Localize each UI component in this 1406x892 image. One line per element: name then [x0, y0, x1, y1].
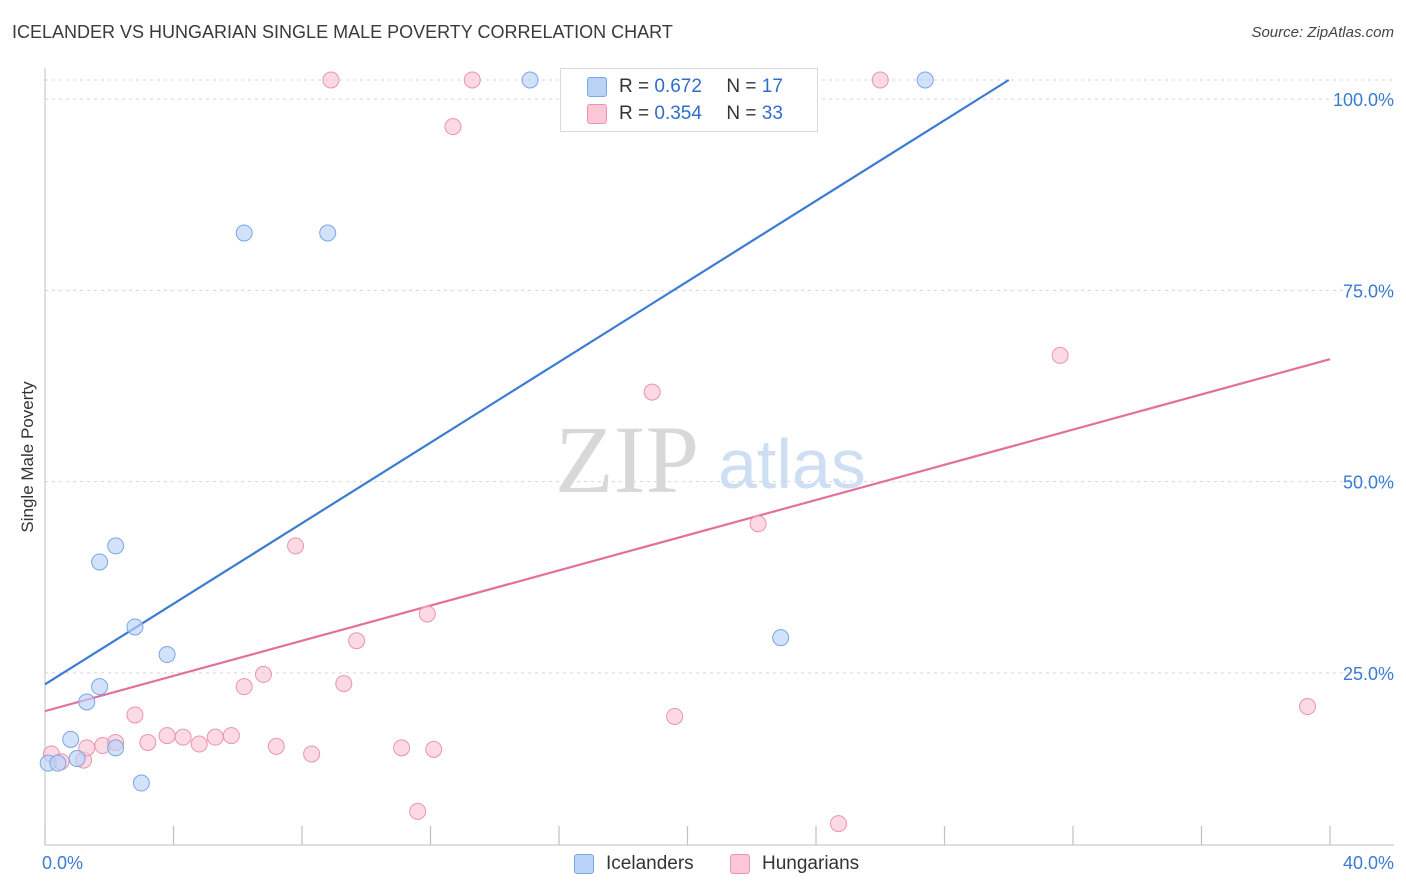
- hungarians-point: [666, 707, 684, 725]
- icelanders-point: [107, 739, 125, 757]
- icelanders-point: [772, 629, 790, 647]
- hungarians-point: [158, 727, 176, 745]
- y-tick-label: 75.0%: [1343, 281, 1394, 301]
- hungarians-point: [643, 383, 661, 401]
- legend-row-hungarians: R = 0.354 N = 33: [587, 102, 783, 126]
- icelanders-point: [521, 71, 539, 89]
- icelanders-point: [91, 553, 109, 571]
- hungarians-point: [303, 745, 321, 763]
- trend-lines: [44, 79, 1331, 713]
- bottom-legend-hungarians: Hungarians: [730, 852, 859, 876]
- bottom-legend-label-icelanders: Icelanders: [606, 853, 694, 874]
- x-tick-label: 0.0%: [42, 853, 83, 873]
- icelanders-swatch: [574, 854, 594, 874]
- hungarians-point: [871, 71, 889, 89]
- icelanders-point: [107, 537, 125, 555]
- icelanders-point: [132, 774, 150, 792]
- hungarians-point: [190, 735, 208, 753]
- bottom-legend-label-hungarians: Hungarians: [762, 853, 860, 874]
- icelanders-trend-line: [44, 79, 1010, 686]
- icelanders-point: [158, 646, 176, 664]
- icelanders-point: [78, 693, 96, 711]
- tick-labels: 25.0% 50.0% 75.0% 100.0% 0.0% 40.0%: [42, 90, 1394, 873]
- icelanders-point: [68, 750, 86, 768]
- icelanders-point: [62, 730, 80, 748]
- hungarians-point: [235, 678, 253, 696]
- data-points: [39, 71, 1317, 833]
- hungarians-point: [749, 515, 767, 533]
- chart-title: ICELANDER VS HUNGARIAN SINGLE MALE POVER…: [12, 22, 673, 42]
- watermark-zip: ZIP: [555, 406, 699, 513]
- y-tick-label: 50.0%: [1343, 473, 1394, 493]
- icelanders-point: [916, 71, 934, 89]
- icelanders-point: [235, 224, 253, 242]
- hungarians-point: [267, 737, 285, 755]
- hungarians-point: [335, 675, 353, 693]
- bottom-legend-icelanders: Icelanders: [574, 852, 694, 876]
- icelanders-point: [319, 224, 337, 242]
- hungarians-point: [1299, 698, 1317, 716]
- hungarians-point: [348, 632, 366, 650]
- x-tick-label: 40.0%: [1343, 853, 1394, 873]
- hungarians-point: [463, 71, 481, 89]
- legend-n-label: N =: [726, 76, 757, 97]
- legend-r-value-hungarians: 0.354: [654, 103, 702, 124]
- legend-n-label: N =: [726, 103, 757, 124]
- hungarians-swatch: [587, 104, 607, 124]
- hungarians-point: [126, 706, 144, 724]
- icelanders-point: [91, 678, 109, 696]
- hungarians-point: [206, 728, 224, 746]
- hungarians-point: [1051, 346, 1069, 364]
- watermark: ZIP atlas: [555, 406, 866, 513]
- watermark-atlas: atlas: [718, 425, 866, 503]
- hungarians-point: [174, 728, 192, 746]
- hungarians-point: [393, 739, 411, 757]
- legend-n-value-hungarians: 33: [761, 103, 783, 124]
- hungarians-point: [254, 665, 272, 683]
- hungarians-point: [139, 733, 157, 751]
- hungarians-point: [322, 71, 340, 89]
- y-tick-label: 100.0%: [1333, 90, 1394, 110]
- y-tick-label: 25.0%: [1343, 664, 1394, 684]
- hungarians-trend-line: [44, 358, 1331, 713]
- hungarians-point: [829, 815, 847, 833]
- icelanders-point: [126, 618, 144, 636]
- hungarians-point: [287, 537, 305, 555]
- hungarians-point: [409, 802, 427, 820]
- legend-r-label: R =: [619, 103, 650, 124]
- gridlines: [45, 79, 1394, 674]
- source-credit: Source: ZipAtlas.com: [1251, 24, 1394, 41]
- hungarians-point: [444, 118, 462, 136]
- hungarians-point: [418, 605, 436, 623]
- legend: R = 0.672 N = 17 R = 0.354 N = 33: [560, 68, 818, 132]
- axes: [44, 68, 1394, 846]
- hungarians-point: [425, 740, 443, 758]
- legend-r-label: R =: [619, 76, 650, 97]
- legend-n-value-icelanders: 17: [761, 76, 783, 97]
- icelanders-swatch: [587, 77, 607, 97]
- hungarians-swatch: [730, 854, 750, 874]
- hungarians-point: [222, 727, 240, 745]
- icelanders-point: [49, 754, 67, 772]
- legend-r-value-icelanders: 0.672: [654, 76, 702, 97]
- legend-row-icelanders: R = 0.672 N = 17: [587, 75, 783, 99]
